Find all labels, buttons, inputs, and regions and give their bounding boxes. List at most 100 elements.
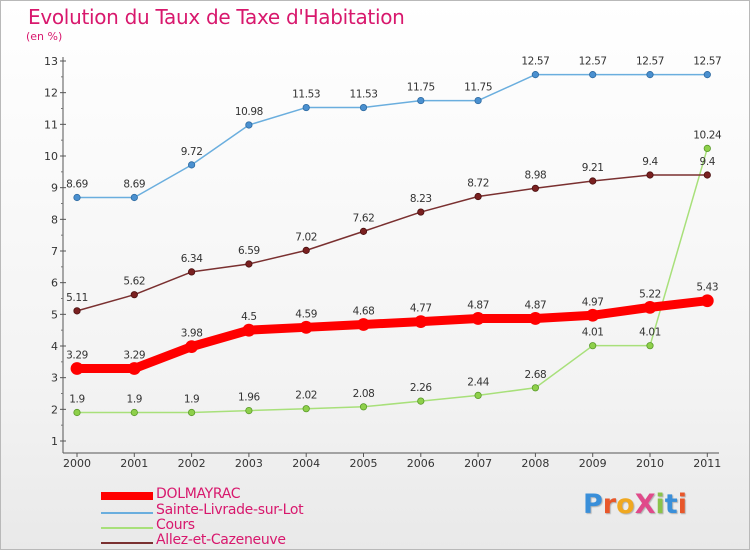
data-point	[188, 408, 196, 417]
data-point	[302, 246, 310, 254]
y-tick-label: 13	[44, 55, 58, 68]
data-point	[589, 177, 597, 185]
data-point	[359, 103, 368, 112]
y-tick-label: 11	[44, 118, 58, 131]
x-tick-label: 2010	[636, 457, 664, 470]
data-label: 8.23	[410, 193, 432, 205]
data-label: 11.53	[349, 89, 377, 101]
data-label: 2.68	[525, 369, 547, 381]
y-tick-label: 2	[51, 403, 58, 416]
legend-swatch	[101, 492, 153, 500]
data-label: 1.9	[184, 394, 200, 406]
data-label: 5.43	[696, 282, 718, 294]
data-point	[417, 96, 425, 105]
logo-letter: t	[664, 489, 678, 520]
y-tick-label: 9	[51, 182, 58, 195]
series-cours-line	[76, 147, 709, 414]
data-label: 9.4	[642, 156, 658, 168]
data-point	[646, 342, 654, 350]
data-label: 12.57	[521, 56, 549, 68]
y-tick-label: 4	[51, 340, 58, 353]
data-point	[474, 96, 482, 105]
data-point	[188, 268, 196, 276]
data-point	[474, 192, 482, 201]
data-label: 2.08	[353, 388, 375, 400]
data-label: 4.68	[353, 305, 375, 317]
data-point	[302, 405, 310, 413]
data-label: 1.96	[238, 392, 260, 404]
data-label: 8.69	[66, 178, 88, 190]
y-tick-label: 3	[51, 372, 58, 385]
data-label: 2.44	[467, 376, 489, 388]
data-label: 7.02	[295, 231, 317, 243]
legend-label: Sainte-Livrade-sur-Lot	[156, 502, 304, 518]
data-label: 5.62	[123, 276, 145, 288]
data-point	[245, 260, 253, 268]
data-point	[703, 171, 711, 179]
data-point	[359, 227, 368, 235]
data-point	[703, 71, 711, 79]
data-label: 5.11	[66, 292, 88, 304]
data-point	[646, 71, 654, 79]
data-label: 2.26	[410, 382, 432, 394]
series-allez-line	[76, 174, 709, 312]
data-point	[70, 362, 84, 375]
y-tick-label: 6	[51, 277, 58, 290]
data-label: 8.69	[123, 178, 145, 190]
data-label: 12.57	[636, 56, 664, 68]
legend-label: Allez-et-Cazeneuve	[156, 532, 286, 548]
data-point	[299, 320, 313, 334]
data-label: 6.59	[238, 245, 260, 257]
data-point	[185, 340, 199, 354]
x-tick-label: 2007	[464, 457, 492, 470]
y-tick-label: 10	[44, 150, 58, 163]
data-label: 3.98	[181, 328, 203, 340]
series-sainte-livrade-line	[76, 73, 709, 199]
data-point	[586, 308, 600, 322]
data-label: 4.97	[582, 296, 604, 308]
legend-swatch	[101, 542, 153, 544]
x-tick-label: 2001	[120, 457, 148, 470]
data-point	[471, 312, 485, 325]
y-tick-label: 7	[51, 245, 58, 258]
data-label: 11.53	[292, 89, 320, 101]
data-point	[531, 384, 540, 392]
y-tick-label: 1	[51, 435, 58, 448]
logo-letter: P	[583, 489, 603, 520]
y-tick-label: 12	[44, 87, 58, 100]
data-point	[589, 342, 597, 350]
data-label: 9.72	[181, 146, 203, 158]
x-tick-label: 2011	[693, 457, 721, 470]
x-tick-label: 2009	[579, 457, 607, 470]
x-tick-label: 2004	[292, 457, 320, 470]
legend-label: Cours	[156, 517, 195, 533]
logo-letter: i	[677, 489, 687, 520]
data-point	[302, 103, 310, 112]
data-point	[531, 184, 540, 192]
legend-swatch	[101, 512, 153, 514]
data-label: 5.22	[639, 288, 661, 300]
data-label: 4.01	[639, 327, 661, 339]
data-point	[127, 362, 141, 375]
data-label: 3.29	[66, 349, 88, 361]
data-point	[417, 208, 425, 216]
data-label: 2.02	[295, 390, 317, 402]
legend-label: DOLMAYRAC	[156, 486, 241, 502]
data-label: 1.9	[69, 394, 85, 406]
proxiti-logo: ProXiti	[583, 489, 687, 520]
data-point	[188, 161, 196, 169]
data-point	[643, 300, 657, 314]
data-label: 12.57	[693, 56, 721, 68]
data-point	[414, 315, 428, 329]
data-point	[130, 408, 138, 417]
data-label: 8.72	[467, 178, 489, 190]
x-tick-label: 2008	[521, 457, 549, 470]
chart-unit-label: (en %)	[26, 30, 63, 43]
data-point	[700, 294, 714, 308]
y-tick-label: 5	[51, 308, 58, 321]
x-tick-label: 2005	[350, 457, 378, 470]
data-label: 10.24	[693, 129, 722, 141]
data-label: 4.77	[410, 303, 432, 315]
